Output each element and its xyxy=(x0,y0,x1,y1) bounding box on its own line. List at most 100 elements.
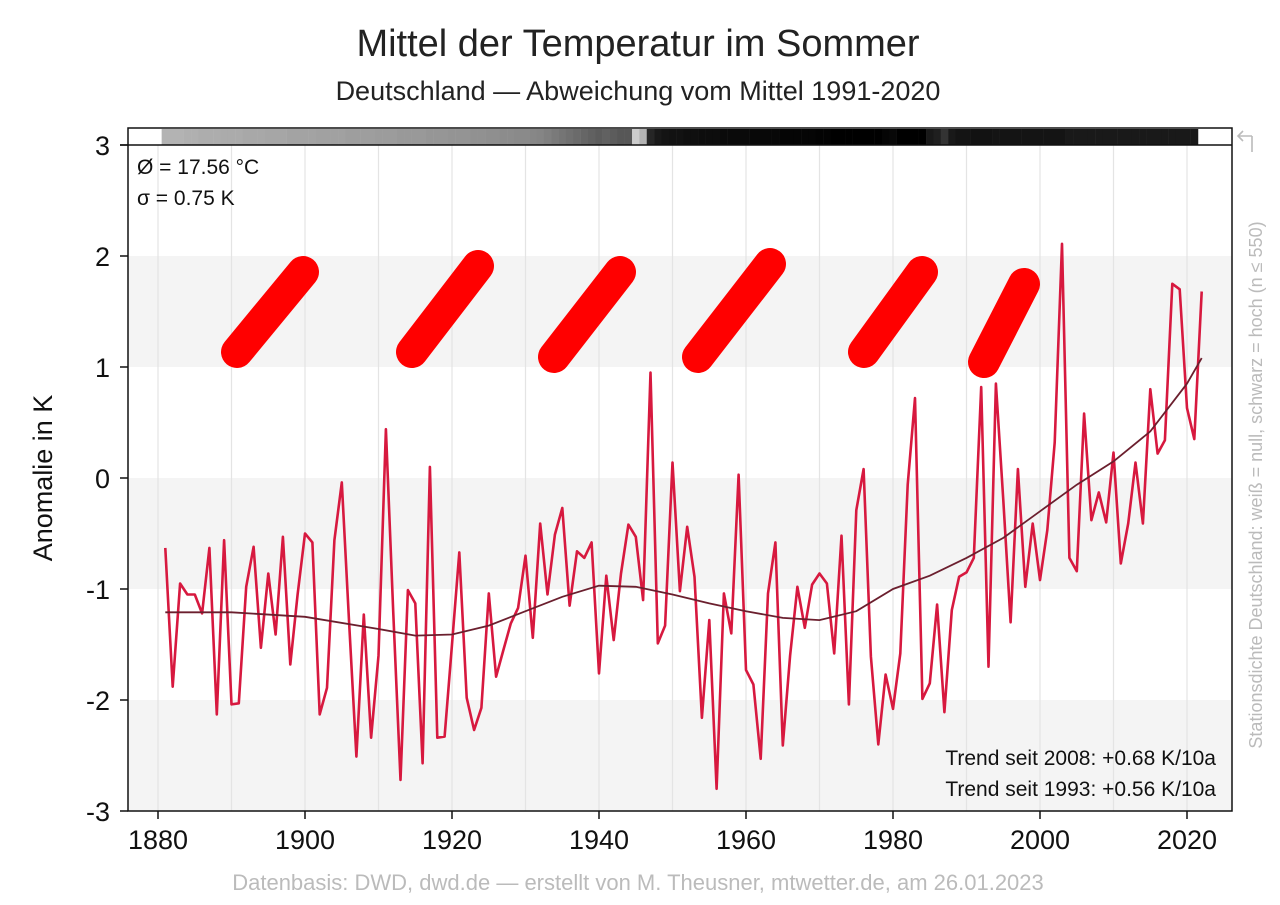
density-cell xyxy=(514,129,523,145)
density-cell xyxy=(286,129,295,145)
density-cell xyxy=(757,129,765,145)
density-cell xyxy=(521,129,530,145)
density-cell xyxy=(889,129,897,145)
density-cell xyxy=(257,129,265,145)
x-tick-label: 1980 xyxy=(863,825,923,855)
y-tick-label: -2 xyxy=(86,686,110,716)
density-cell xyxy=(1102,129,1111,145)
trend-annotation-2008: Trend seit 2008: +0.68 K/10a xyxy=(945,747,1216,770)
density-cell xyxy=(661,129,670,145)
density-cell xyxy=(492,129,500,145)
density-cell xyxy=(323,129,331,145)
density-cell xyxy=(654,129,662,145)
vertical-gridlines xyxy=(157,145,1188,811)
density-cell xyxy=(374,129,383,145)
density-cell xyxy=(440,129,449,145)
y-tick-label: 2 xyxy=(95,242,110,272)
density-cell xyxy=(367,129,376,145)
density-cell xyxy=(433,129,442,145)
red-mark xyxy=(396,250,494,368)
density-cell xyxy=(448,129,456,145)
mean-stat: Ø = 17.56 °C xyxy=(137,156,259,179)
density-cell xyxy=(308,129,317,145)
density-cell xyxy=(1080,129,1088,145)
density-cell xyxy=(904,129,912,145)
density-legend-label: Stationsdichte Deutschland: weiß = null,… xyxy=(1246,221,1266,748)
density-cell xyxy=(845,129,853,145)
density-cell xyxy=(580,129,589,145)
density-cell xyxy=(1190,129,1199,145)
x-axis-ticks: 1880 1900 1920 1940 1960 1980 2000 2020 xyxy=(128,811,1217,855)
density-cell xyxy=(301,129,309,145)
density-cell xyxy=(558,129,567,145)
density-cell xyxy=(610,129,618,145)
density-cell xyxy=(1014,129,1022,145)
density-cell xyxy=(1095,129,1103,145)
density-cell xyxy=(734,129,743,145)
density-cell xyxy=(830,129,839,145)
density-cell xyxy=(793,129,802,145)
density-cell xyxy=(455,129,464,145)
density-cell xyxy=(727,129,736,145)
density-cell xyxy=(918,129,927,145)
density-cell xyxy=(705,129,714,145)
density-cell xyxy=(1175,129,1184,145)
density-cell xyxy=(1131,129,1140,145)
density-cell xyxy=(389,129,398,145)
density-cell xyxy=(646,129,655,145)
density-cell xyxy=(271,129,280,145)
density-cell xyxy=(1043,129,1052,145)
density-cell xyxy=(345,129,353,145)
density-cell xyxy=(213,129,221,145)
density-cell xyxy=(823,129,831,145)
density-cell xyxy=(507,129,515,145)
density-cell xyxy=(624,129,633,145)
density-cell xyxy=(698,129,706,145)
background-bands xyxy=(128,256,1232,811)
sigma-stat: σ = 0.75 K xyxy=(137,187,235,210)
density-cell xyxy=(411,129,420,145)
density-cell xyxy=(1124,129,1133,145)
source-credit: Datenbasis: DWD, dwd.de — erstellt von M… xyxy=(232,870,1044,895)
density-cell xyxy=(940,129,949,145)
y-tick-label: 0 xyxy=(95,464,110,494)
density-cell xyxy=(683,129,692,145)
density-cell xyxy=(426,129,434,145)
y-tick-label: 3 xyxy=(95,131,110,161)
trend-annotation-1993: Trend seit 1993: +0.56 K/10a xyxy=(945,778,1216,801)
density-cell xyxy=(962,129,971,145)
density-cell xyxy=(1021,129,1030,145)
density-cell xyxy=(293,129,302,145)
density-cell xyxy=(161,129,170,145)
density-cell xyxy=(1153,129,1162,145)
density-cell xyxy=(470,129,478,145)
density-cell xyxy=(338,129,346,145)
red-mark xyxy=(682,248,786,373)
density-cell xyxy=(852,129,861,145)
density-cell xyxy=(176,129,184,145)
density-cell xyxy=(382,129,390,145)
density-cell xyxy=(1168,129,1177,145)
background-band xyxy=(128,700,1232,811)
y-tick-label: -1 xyxy=(86,575,110,605)
x-tick-label: 1940 xyxy=(569,825,629,855)
density-cell xyxy=(485,129,493,145)
x-tick-label: 1880 xyxy=(128,825,188,855)
density-cell xyxy=(1139,129,1147,145)
y-tick-label: -3 xyxy=(86,797,110,827)
density-cell xyxy=(536,129,545,145)
x-tick-label: 1900 xyxy=(275,825,335,855)
density-cell xyxy=(808,129,817,145)
density-cell xyxy=(712,129,721,145)
density-cell xyxy=(264,129,273,145)
density-cell xyxy=(984,129,993,145)
density-cell xyxy=(220,129,229,145)
red-annotation-marks xyxy=(221,248,1040,378)
density-cell xyxy=(815,129,824,145)
density-cell xyxy=(639,129,647,145)
density-cell xyxy=(595,129,603,145)
chart-title: Mittel der Temperatur im Sommer xyxy=(356,23,919,65)
density-cell xyxy=(786,129,794,145)
y-axis-label: Anomalie in K xyxy=(28,395,58,562)
density-cell xyxy=(565,129,574,145)
